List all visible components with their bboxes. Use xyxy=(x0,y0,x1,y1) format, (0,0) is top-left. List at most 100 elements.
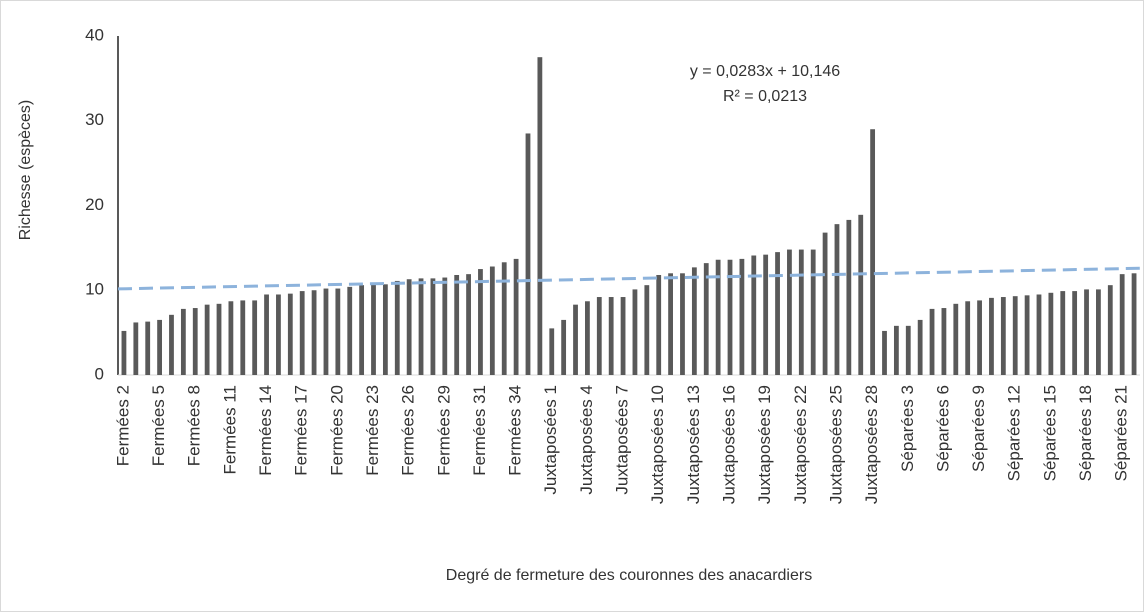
bar xyxy=(204,304,210,375)
bar xyxy=(169,314,174,375)
bar xyxy=(870,129,876,375)
x-tick-label: Fermées 29 xyxy=(434,385,453,476)
bar xyxy=(418,278,424,375)
x-tick-label: Juxtaposées 25 xyxy=(826,385,845,504)
bar xyxy=(715,259,721,375)
x-tick-label: Juxtaposées 19 xyxy=(755,385,774,504)
bar xyxy=(252,300,258,375)
bar xyxy=(691,267,697,375)
bar xyxy=(1072,291,1078,375)
x-tick-label: Juxtaposées 16 xyxy=(719,385,738,504)
x-tick-label: Fermées 14 xyxy=(256,385,275,476)
x-tick-label: Juxtaposées 4 xyxy=(577,385,596,495)
bar xyxy=(157,319,162,375)
bar xyxy=(1000,297,1006,375)
bar xyxy=(478,269,483,375)
bar xyxy=(489,266,495,375)
bar xyxy=(180,308,186,375)
bar xyxy=(929,308,935,375)
bar xyxy=(382,284,388,375)
bar xyxy=(501,262,507,375)
trend-equation: y = 0,0283x + 10,146 xyxy=(690,63,840,80)
trend-r2: R² = 0,0213 xyxy=(723,88,807,105)
bar xyxy=(822,232,828,375)
x-tick-label: Juxtaposées 28 xyxy=(862,385,881,504)
bar xyxy=(335,288,341,375)
bar xyxy=(727,259,733,375)
bar xyxy=(810,249,816,375)
bar xyxy=(620,297,626,375)
bar xyxy=(656,274,662,375)
bar xyxy=(858,214,864,375)
bar xyxy=(1012,296,1018,375)
bar xyxy=(121,330,127,375)
bar xyxy=(287,293,293,375)
x-tick-label: Juxtaposées 10 xyxy=(648,385,667,504)
x-axis-title: Degré de fermeture des couronnes des ana… xyxy=(446,567,812,584)
bar xyxy=(299,291,305,375)
y-tick-label: 0 xyxy=(95,364,104,383)
bar xyxy=(846,219,852,375)
bar xyxy=(240,300,246,375)
bar xyxy=(430,278,436,375)
bar xyxy=(525,133,531,375)
bar xyxy=(834,224,840,375)
bar xyxy=(513,258,519,375)
bar xyxy=(442,277,448,375)
bar xyxy=(751,255,757,375)
bar xyxy=(787,249,792,375)
bar xyxy=(311,290,317,375)
bar xyxy=(454,274,460,375)
bar xyxy=(276,294,281,375)
bar xyxy=(192,308,198,375)
x-tick-label: Fermées 20 xyxy=(327,385,346,476)
bar xyxy=(989,297,994,375)
bar xyxy=(371,284,376,375)
bar xyxy=(775,252,780,375)
x-tick-label: Fermées 2 xyxy=(113,385,132,466)
bar xyxy=(977,300,982,375)
bar xyxy=(905,325,911,375)
bar xyxy=(347,286,353,375)
y-tick-label: 10 xyxy=(85,280,104,299)
x-tick-label: Séparées 18 xyxy=(1076,385,1095,481)
bar xyxy=(763,254,769,375)
bar xyxy=(323,288,329,375)
y-tick-label: 30 xyxy=(85,110,104,129)
bar xyxy=(893,325,899,375)
x-tick-label: Fermées 26 xyxy=(399,385,418,476)
bar xyxy=(941,308,947,375)
x-tick-label: Fermées 17 xyxy=(292,385,311,476)
bar xyxy=(394,280,400,375)
bar xyxy=(882,330,887,375)
bar xyxy=(1048,292,1054,375)
bar xyxy=(1107,285,1113,375)
bar xyxy=(133,322,139,375)
bar xyxy=(228,301,234,375)
bar xyxy=(1131,273,1137,375)
bar xyxy=(537,57,543,375)
bar xyxy=(1036,294,1042,375)
bar xyxy=(953,303,959,375)
y-tick-label: 40 xyxy=(85,25,104,44)
x-tick-label: Juxtaposées 22 xyxy=(791,385,810,504)
bar xyxy=(680,273,685,375)
bar xyxy=(359,285,365,375)
x-tick-label: Séparées 12 xyxy=(1005,385,1024,481)
bar xyxy=(1096,289,1101,375)
x-tick-label: Fermées 34 xyxy=(506,385,525,476)
x-tick-label: Fermées 23 xyxy=(363,385,382,476)
x-tick-label: Séparées 6 xyxy=(933,385,952,472)
x-tick-label: Juxtaposées 7 xyxy=(613,385,632,495)
bar xyxy=(608,297,614,375)
bar xyxy=(1119,274,1125,375)
bar xyxy=(703,263,709,375)
bar xyxy=(917,319,923,375)
x-tick-label: Séparées 3 xyxy=(898,385,917,472)
bar xyxy=(798,249,804,375)
bar xyxy=(965,301,971,375)
x-tick-label: Juxtaposées 13 xyxy=(684,385,703,504)
bar xyxy=(466,274,471,375)
